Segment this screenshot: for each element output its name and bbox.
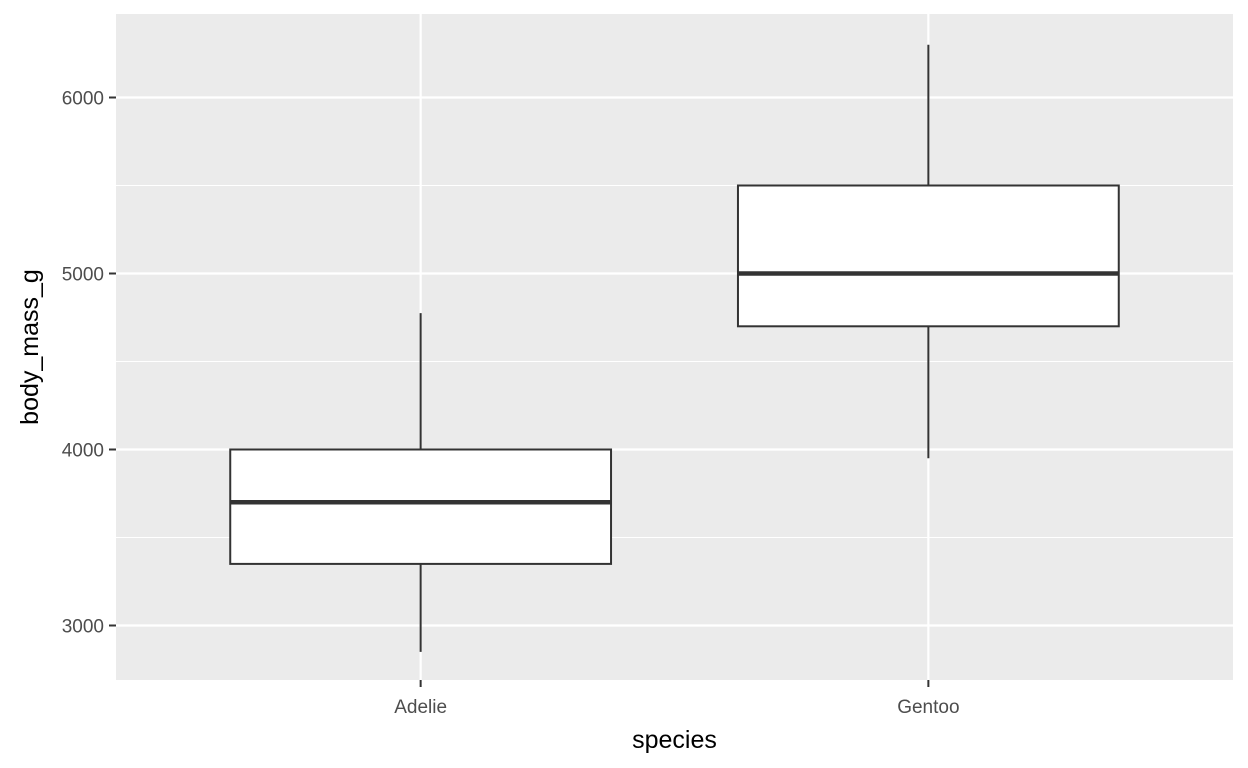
x-axis-title: species	[632, 726, 717, 754]
y-tick-label: 4000	[62, 441, 104, 462]
box-gentoo	[736, 44, 1120, 459]
box-iqr	[229, 448, 613, 565]
boxes-layer	[229, 44, 1120, 652]
box-iqr	[736, 184, 1120, 328]
x-tick-label: Adelie	[394, 697, 447, 718]
plot-panel	[116, 14, 1233, 680]
y-axis-title: body_mass_g	[16, 269, 44, 425]
y-tick-label: 5000	[62, 265, 104, 286]
y-tick-label: 3000	[62, 617, 104, 638]
y-tick-label: 6000	[62, 89, 104, 110]
y-axis: 3000 4000 5000 6000	[62, 89, 116, 638]
x-axis: Adelie Gentoo	[394, 680, 960, 718]
x-tick-label: Gentoo	[897, 697, 959, 718]
box-adelie	[229, 313, 613, 652]
